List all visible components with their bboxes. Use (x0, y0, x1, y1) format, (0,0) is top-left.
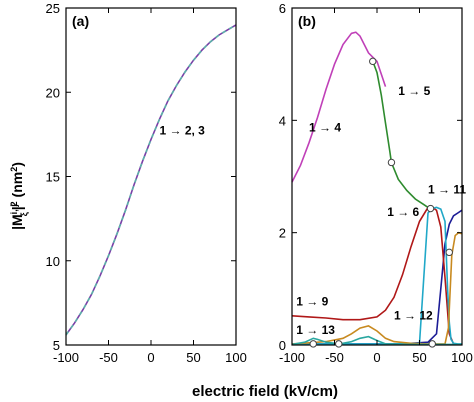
point-marker-1-4 (309, 340, 317, 348)
annotation-0-0: 1 → 2, 3 (160, 123, 206, 137)
x-tick-label-0-0: -100 (53, 350, 79, 365)
annotation-1-0: 1 → 5 (398, 84, 430, 98)
point-marker-1-6 (428, 340, 436, 348)
panel-label-0: (a) (72, 13, 89, 29)
annotation-1-1: 1 → 4 (309, 121, 341, 135)
panel-a: -100 -50 0 50 100 5 10 15 20 25 1 → 2, 3 (a) (46, 1, 247, 365)
x-tick-label-1-3: 50 (412, 350, 426, 365)
series-line-1-6 (291, 335, 462, 346)
x-tick-label-0-3: 50 (186, 350, 200, 365)
annotation-1-3: 1 → 6 (387, 205, 419, 219)
point-marker-1-0 (369, 57, 377, 66)
x-tick-label-1-1: -50 (325, 350, 344, 365)
x-tick-label-1-4: 100 (451, 350, 473, 365)
y-tick-label-1-3: 6 (279, 1, 286, 16)
point-marker-1-5 (335, 340, 343, 348)
panel-b: -100 -50 0 50 100 0 2 4 6 1 → 5 1 → 4 1 → 11 1 → 6 1 … (279, 1, 473, 365)
panel-label-1: (b) (298, 13, 316, 29)
annotation-1-5: 1 → 12 (394, 309, 433, 323)
series-dash-0-0 (65, 24, 237, 336)
x-tick-label-0-2: 0 (147, 350, 154, 365)
series-line-0-0 (65, 24, 237, 336)
annotation-1-6: 1 → 13 (296, 323, 335, 337)
x-tick-label-1-0: -100 (279, 350, 305, 365)
x-axis-label: electric field (kV/cm) (192, 383, 338, 400)
series-line-1-3 (291, 206, 455, 345)
y-tick-label-1-2: 4 (279, 113, 286, 128)
annotation-1-2: 1 → 11 (428, 182, 466, 196)
y-tick-label-0-1: 10 (46, 254, 60, 269)
point-marker-1-1 (387, 158, 396, 167)
y-tick-label-1-1: 2 (279, 226, 286, 241)
y-axis-label: |Mi, jξ|2 (nm2) (9, 162, 29, 230)
x-tick-label-0-4: 100 (225, 350, 247, 365)
x-tick-label-1-2: 0 (373, 350, 380, 365)
annotation-1-4: 1 → 9 (296, 295, 328, 309)
point-marker-1-2 (426, 204, 435, 213)
series-line-1-0 (291, 31, 387, 183)
y-tick-label-1-0: 0 (279, 338, 286, 353)
point-marker-1-3 (445, 248, 453, 257)
x-tick-label-0-1: -50 (99, 350, 118, 365)
y-tick-label-0-2: 15 (46, 170, 60, 185)
y-tick-label-0-3: 20 (46, 85, 60, 100)
y-tick-label-0-4: 25 (46, 1, 60, 16)
y-tick-label-0-0: 5 (53, 338, 60, 353)
